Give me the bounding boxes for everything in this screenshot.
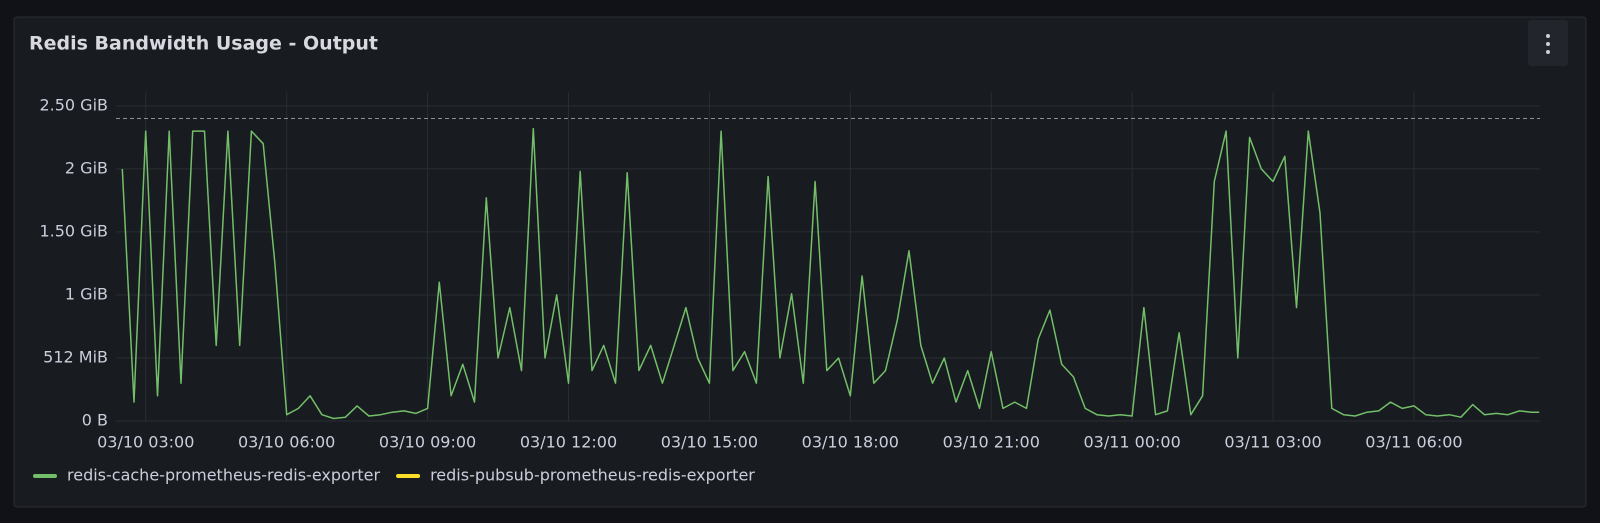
y-tick-label: 1.50 GiB bbox=[39, 221, 108, 240]
x-tick-label: 03/11 00:00 bbox=[1083, 433, 1180, 452]
y-tick-label: 0 B bbox=[82, 411, 108, 430]
series-line bbox=[121, 127, 1540, 420]
x-tick-label: 03/10 15:00 bbox=[661, 433, 758, 452]
y-tick-label: 2 GiB bbox=[65, 158, 108, 177]
x-tick-label: 03/10 21:00 bbox=[943, 433, 1040, 452]
x-tick-label: 03/10 09:00 bbox=[379, 433, 476, 452]
legend-label[interactable]: redis-cache-prometheus-redis-exporter bbox=[67, 466, 381, 485]
x-tick-label: 03/11 06:00 bbox=[1365, 433, 1462, 452]
y-tick-label: 2.50 GiB bbox=[39, 95, 108, 114]
x-tick-label: 03/11 03:00 bbox=[1224, 433, 1321, 452]
legend-label[interactable]: redis-pubsub-prometheus-redis-exporter bbox=[430, 466, 755, 485]
x-tick-label: 03/10 06:00 bbox=[238, 433, 335, 452]
x-tick-label: 03/10 18:00 bbox=[802, 433, 899, 452]
y-tick-label: 512 MiB bbox=[43, 347, 108, 366]
panel-menu[interactable] bbox=[1528, 20, 1568, 66]
chart-title: Redis Bandwidth Usage - Output bbox=[29, 33, 378, 55]
panel bbox=[13, 16, 1587, 508]
y-tick-label: 1 GiB bbox=[65, 284, 108, 303]
x-tick-label: 03/10 03:00 bbox=[97, 433, 194, 452]
x-tick-label: 03/10 12:00 bbox=[520, 433, 617, 452]
